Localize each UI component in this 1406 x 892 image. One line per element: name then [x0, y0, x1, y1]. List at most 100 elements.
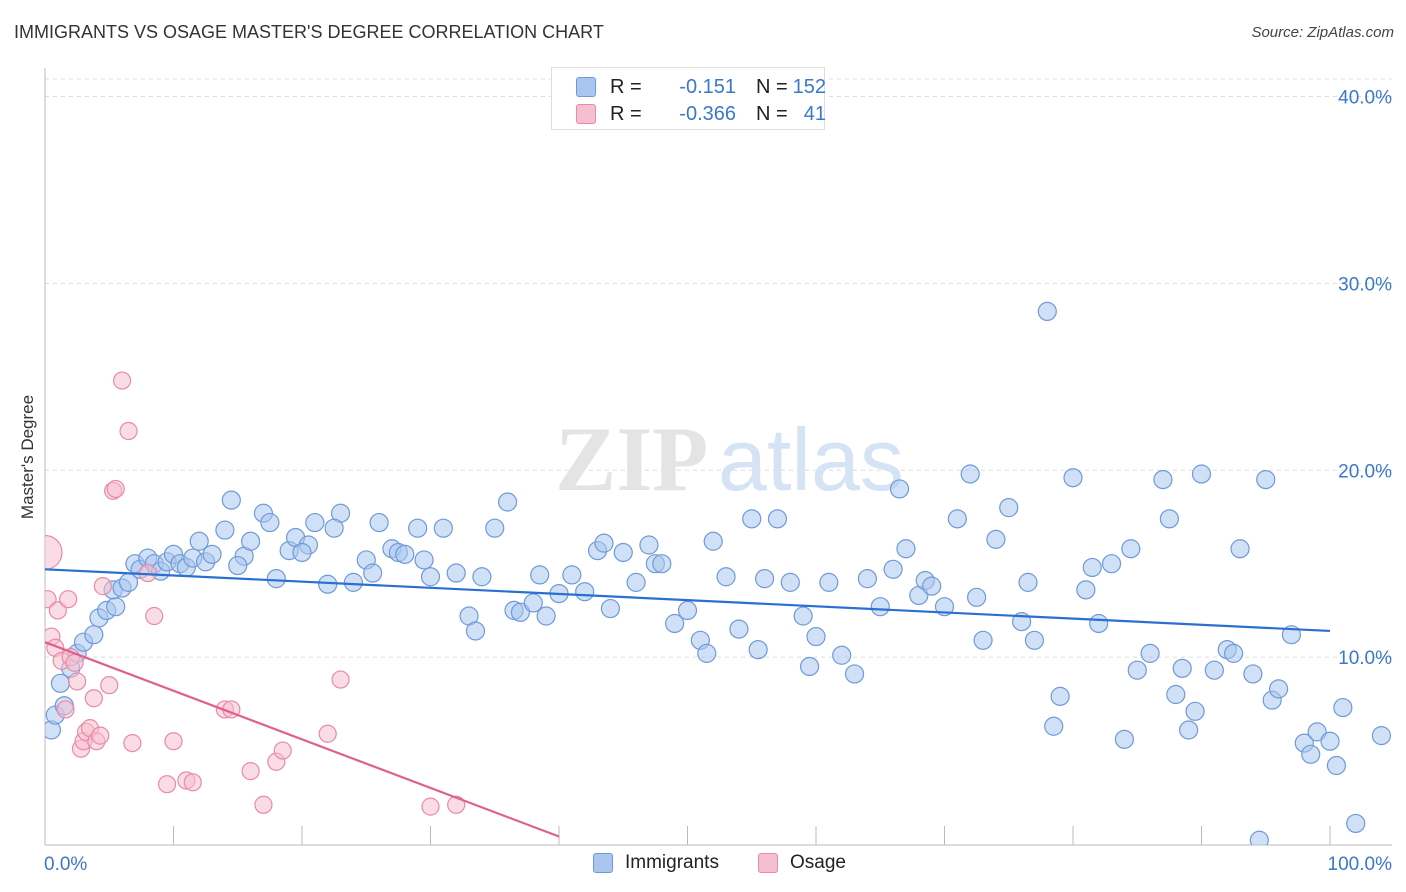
immigrants-point: [465, 621, 486, 641]
immigrants-point: [1301, 744, 1321, 764]
immigrants-point: [414, 550, 434, 570]
immigrants-point: [215, 520, 235, 540]
y-tick-label: 30.0%: [1338, 274, 1392, 295]
y-tick-label: 20.0%: [1338, 461, 1392, 482]
osage-point: [164, 732, 183, 751]
immigrants-point: [363, 563, 383, 583]
immigrants-point: [1179, 720, 1199, 740]
immigrants-point: [754, 569, 775, 589]
osage-point: [106, 479, 125, 499]
immigrants-point: [986, 529, 1006, 549]
immigrants-point: [1326, 755, 1347, 776]
immigrants-point: [266, 569, 286, 589]
immigrants-point: [1243, 664, 1263, 684]
immigrants-point: [922, 576, 942, 596]
immigrants-point: [729, 619, 749, 639]
y-axis-label: Master's Degree: [18, 394, 37, 520]
immigrants-point: [844, 664, 865, 684]
immigrants-point: [806, 626, 826, 647]
osage-point: [318, 724, 337, 743]
immigrants-point: [241, 531, 261, 551]
immigrants-swatch: [576, 77, 596, 97]
immigrants-point: [472, 567, 492, 587]
immigrants-point: [652, 554, 672, 574]
immigrants-point: [575, 582, 595, 602]
immigrants-point: [1024, 630, 1045, 650]
osage-point: [65, 653, 84, 672]
osage-point: [123, 733, 142, 753]
osage-point: [119, 421, 138, 441]
immigrants-point: [716, 567, 736, 587]
immigrants-point: [1114, 729, 1135, 749]
immigrants-point: [1121, 539, 1141, 559]
osage-point: [68, 672, 87, 691]
immigrants-point: [832, 645, 852, 665]
immigrants-point: [1050, 686, 1070, 706]
immigrants-point: [1172, 658, 1192, 678]
immigrants-point: [857, 569, 878, 589]
immigrants-point: [498, 492, 518, 512]
immigrants-point: [1153, 469, 1173, 490]
immigrants-trend-line: [45, 568, 1331, 633]
immigrants-point: [395, 544, 415, 564]
stats-legend: R = -0.151 N = 152 R = -0.366 N = 41: [551, 67, 826, 130]
immigrants-point: [420, 567, 441, 587]
osage-r-label: R =: [610, 103, 642, 125]
immigrants-point: [536, 606, 556, 626]
osage-point: [241, 762, 260, 781]
osage-point: [91, 726, 110, 745]
bottom-osage-label: Osage: [790, 852, 846, 873]
osage-point: [421, 797, 440, 816]
bottom-osage-swatch: [758, 853, 778, 873]
immigrants-point: [1166, 684, 1186, 705]
immigrants-point: [189, 531, 209, 551]
immigrants-point: [1101, 554, 1122, 574]
immigrants-point: [600, 598, 621, 619]
immigrants-n-value: 152: [792, 76, 826, 98]
immigrants-point: [1249, 830, 1269, 845]
immigrants-point: [947, 509, 967, 529]
osage-trend-line: [45, 641, 560, 838]
osage-point: [56, 700, 75, 719]
immigrants-point: [967, 587, 987, 607]
osage-point: [447, 795, 466, 814]
osage-n-label: N =: [756, 103, 788, 125]
x-tick-label: 100.0%: [1328, 854, 1393, 875]
immigrants-point: [1204, 660, 1224, 680]
immigrants-point: [1256, 469, 1276, 490]
osage-r-value: -0.366: [679, 103, 736, 125]
immigrants-point: [1230, 539, 1250, 559]
immigrants-point: [523, 593, 543, 613]
bottom-immigrants-label: Immigrants: [625, 852, 719, 873]
immigrants-point: [1320, 731, 1340, 751]
immigrants-point: [1185, 701, 1205, 721]
immigrants-point: [703, 531, 723, 551]
immigrants-point: [748, 640, 768, 660]
immigrants-point: [221, 490, 241, 510]
osage-point: [84, 689, 103, 708]
immigrants-point: [677, 600, 698, 621]
immigrants-point: [594, 533, 614, 553]
immigrants-point: [324, 518, 344, 538]
immigrants-point: [1224, 643, 1244, 663]
immigrants-point: [260, 512, 280, 533]
immigrants-point: [883, 559, 903, 579]
immigrants-point: [1333, 697, 1353, 718]
immigrants-point: [1140, 643, 1160, 663]
immigrants-point: [228, 555, 248, 576]
immigrants-point: [343, 572, 363, 592]
immigrants-point: [1371, 726, 1392, 746]
immigrants-point: [1346, 813, 1366, 834]
immigrants-point: [870, 597, 890, 617]
immigrants-point: [510, 602, 531, 622]
osage-swatch: [576, 104, 596, 124]
osage-point: [112, 371, 132, 390]
immigrants-point: [1076, 580, 1096, 600]
plot-area: [45, 301, 1392, 845]
immigrants-point: [742, 509, 762, 529]
immigrants-point: [639, 535, 659, 555]
immigrants-point: [613, 542, 633, 563]
osage-n-value: 41: [803, 103, 826, 125]
immigrants-point: [1127, 660, 1147, 680]
immigrants-point: [1089, 613, 1109, 634]
